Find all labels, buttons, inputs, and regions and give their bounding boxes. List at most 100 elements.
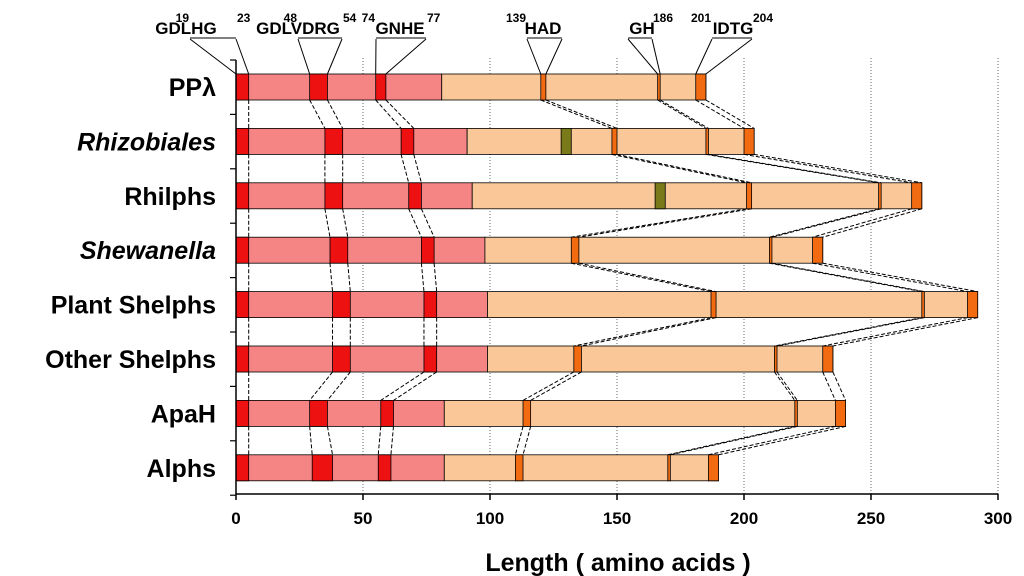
motif-start-number: 139 <box>506 11 526 25</box>
connector-line <box>743 153 912 184</box>
connector-line <box>708 425 836 456</box>
c-terminal-domain <box>484 236 824 264</box>
motif-gh <box>657 73 661 101</box>
motif-leader-line <box>695 38 713 75</box>
motif-end-number: 23 <box>237 11 251 25</box>
row-label: Rhilphs <box>124 183 216 211</box>
x-tick-label: 200 <box>730 509 758 528</box>
connector-line <box>718 425 846 456</box>
motif-had <box>522 399 532 427</box>
motif-gdlvdrg <box>332 291 351 319</box>
motif-leader-line <box>526 38 542 75</box>
connector-line <box>659 99 709 129</box>
motif-leader-line <box>385 38 427 75</box>
connector-line <box>514 426 524 455</box>
n-terminal-domain <box>235 73 443 101</box>
x-axis-title: Length ( amino acids ) <box>485 549 750 576</box>
connector-line <box>571 262 712 293</box>
motif-gdlhg <box>235 345 250 373</box>
row-label: PPλ <box>169 74 216 102</box>
connector-line <box>822 371 836 401</box>
n-terminal-domain <box>235 182 473 210</box>
n-terminal-domain <box>235 454 445 482</box>
connector-line <box>578 208 752 238</box>
x-tick-label: 100 <box>476 509 504 528</box>
connector-line <box>776 317 925 347</box>
row-label: ApaH <box>151 400 216 428</box>
connector-line <box>616 153 752 184</box>
motif-leader-line <box>235 38 250 75</box>
connector-line <box>545 99 618 129</box>
motif-leader-line <box>326 38 343 75</box>
c-terminal-domain <box>441 73 707 101</box>
motif-gnhe <box>423 345 438 373</box>
connector-line <box>776 371 798 401</box>
motif-start-number: 19 <box>176 11 190 25</box>
motif-gdlhg <box>235 454 250 482</box>
connector-line <box>347 263 351 292</box>
motif-name: GDLHG <box>155 19 216 38</box>
motif-gh <box>921 291 925 319</box>
connector-line <box>812 262 968 293</box>
motif-had <box>570 236 580 264</box>
connector-line <box>771 262 925 293</box>
row-labels: PPλ Rhizobiales Rhilphs Shewanella Plant She… <box>45 74 216 483</box>
motif-idtg <box>708 454 720 482</box>
insertion-segment <box>560 127 572 155</box>
x-axis: 0 50 100 150 200 250 300 <box>230 59 1012 528</box>
c-terminal-domain <box>466 127 755 155</box>
motif-gnhe <box>375 73 387 101</box>
motif-idtg <box>743 127 755 155</box>
connector-line <box>385 99 415 129</box>
connector-line <box>822 317 968 347</box>
motif-gh <box>705 127 709 155</box>
connector-line <box>581 317 717 347</box>
connector-line <box>832 317 978 347</box>
motif-gnhe <box>408 182 422 210</box>
x-tick-label: 0 <box>231 509 240 528</box>
connector-line <box>530 371 582 401</box>
motif-gdlhg <box>235 399 250 427</box>
c-terminal-domain <box>471 182 923 210</box>
connector-line <box>420 263 425 292</box>
c-terminal-domain <box>443 399 847 427</box>
motif-start-number: 201 <box>691 11 711 25</box>
connector-line <box>522 371 575 401</box>
connector-line <box>695 99 745 129</box>
motif-gnhe <box>380 399 394 427</box>
connector-line <box>832 371 847 401</box>
connector-line <box>326 426 334 455</box>
connector-line <box>769 208 879 238</box>
motif-leader-line <box>545 38 563 75</box>
connector-line <box>420 208 435 238</box>
connector-line <box>408 208 422 238</box>
motif-had <box>573 345 582 373</box>
motif-gdlvdrg <box>324 127 344 155</box>
connector-line <box>390 426 394 455</box>
insertion-segment <box>654 182 666 210</box>
motif-idtg <box>822 345 834 373</box>
n-terminal-domain <box>235 236 486 264</box>
x-tick-label: 250 <box>857 509 885 528</box>
connector-line <box>324 208 331 238</box>
connector-line <box>329 263 334 292</box>
motif-end-number: 204 <box>753 11 773 25</box>
motif-gdlhg <box>235 291 250 319</box>
motif-gdlvdrg <box>324 182 344 210</box>
connector-line <box>375 99 402 129</box>
motif-leader-line <box>189 38 237 75</box>
connector-line <box>309 371 333 401</box>
connector-line <box>657 99 707 129</box>
motif-gdlvdrg <box>309 73 328 101</box>
motif-gdlhg <box>235 236 250 264</box>
gridlines <box>362 58 999 494</box>
motif-gh <box>878 182 882 210</box>
connector-line <box>771 208 882 238</box>
connector-line <box>708 153 882 184</box>
motif-gdlhg <box>235 73 250 101</box>
motif-name: HAD <box>525 19 562 38</box>
connector-line <box>571 208 747 238</box>
c-terminal-domain <box>443 454 720 482</box>
motif-start-number: 74 <box>362 11 376 25</box>
